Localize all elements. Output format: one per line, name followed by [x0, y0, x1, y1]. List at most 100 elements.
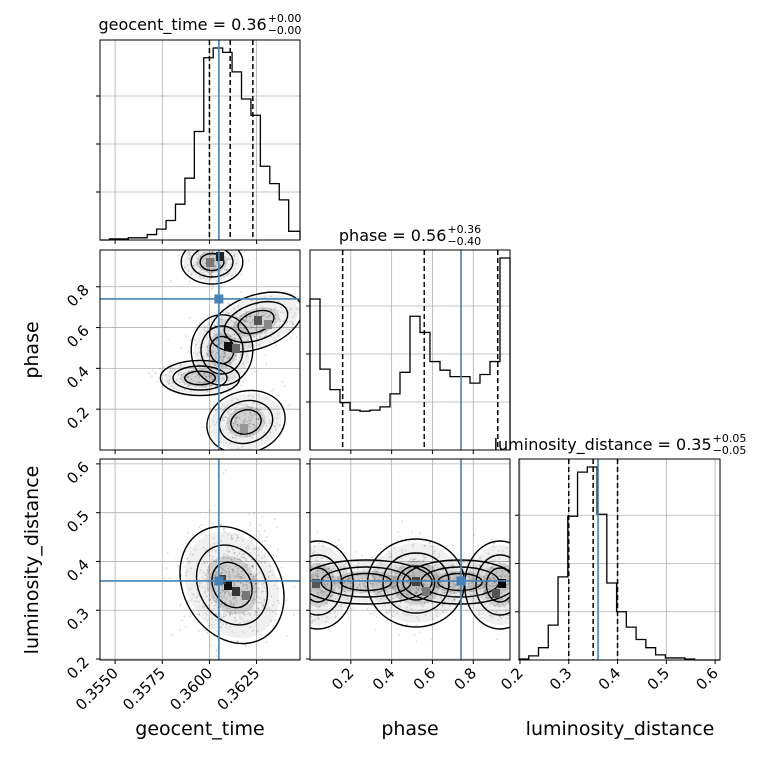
sample-point [224, 601, 227, 603]
sample-point [277, 548, 279, 551]
sample-point [489, 584, 492, 587]
sample-point [201, 604, 204, 607]
sample-point [416, 591, 419, 594]
sample-point [250, 299, 253, 302]
sample-point [232, 333, 234, 336]
sample-point [415, 586, 418, 589]
sample-point [243, 420, 245, 423]
sample-point [250, 406, 253, 409]
sample-point [242, 313, 245, 315]
sample-point [183, 615, 186, 617]
sample-point [220, 339, 223, 342]
sample-point [412, 563, 414, 566]
sample-point [251, 436, 254, 439]
sample-point [233, 551, 236, 554]
sample-point [191, 593, 194, 596]
sample-point [276, 526, 278, 529]
sample-point [251, 564, 254, 567]
sample-point [507, 565, 509, 568]
sample-point [227, 356, 230, 359]
sample-point [197, 613, 199, 616]
sample-point [220, 420, 222, 422]
sample-point [252, 593, 254, 595]
sample-point [237, 304, 239, 307]
sample-point [500, 617, 503, 620]
sample-point [233, 569, 235, 571]
sample-point [324, 601, 327, 604]
sample-point [409, 589, 412, 592]
sample-point [346, 583, 349, 585]
sample-point [225, 268, 228, 271]
sample-point [433, 552, 435, 555]
sample-point [207, 267, 210, 270]
sample-point [203, 258, 206, 261]
sample-point [480, 590, 483, 592]
sample-point [251, 566, 254, 569]
sample-point [248, 418, 251, 421]
sample-point [386, 574, 389, 577]
sample-point [238, 417, 241, 420]
sample-point [220, 337, 223, 339]
sample-point [490, 567, 493, 569]
sample-point [157, 380, 159, 383]
sample-point [213, 600, 215, 602]
density-core [333, 571, 399, 593]
sample-point [498, 606, 501, 609]
sample-point [392, 597, 394, 600]
sample-point [349, 585, 352, 588]
sample-point [371, 583, 373, 585]
sample-point [213, 504, 216, 507]
sample-point [493, 578, 496, 581]
sample-point [253, 336, 256, 338]
sample-point [474, 577, 477, 580]
sample-point [204, 380, 207, 383]
sample-point [501, 570, 504, 572]
sample-point [242, 585, 245, 587]
sample-point [491, 574, 494, 577]
sample-point [275, 555, 278, 558]
sample-point [387, 572, 390, 574]
sample-point [415, 558, 417, 561]
sample-point [205, 376, 207, 379]
sample-point [380, 562, 382, 564]
sample-point [181, 259, 184, 262]
sample-point [246, 564, 248, 566]
sample-point [394, 589, 397, 592]
sample-point [483, 591, 486, 593]
sample-point [201, 586, 204, 588]
sample-point [330, 568, 333, 571]
sample-point [261, 583, 264, 586]
sample-point [247, 564, 250, 566]
sample-point [505, 608, 508, 611]
sample-point [201, 426, 204, 428]
sample-point [225, 626, 228, 629]
sample-point [448, 575, 451, 578]
sample-point [228, 591, 230, 594]
sample-point [241, 403, 244, 406]
sample-point [481, 584, 484, 587]
sample-point [390, 556, 392, 558]
sample-point [274, 339, 277, 341]
sample-point [248, 613, 251, 616]
sample-point [234, 408, 237, 411]
sample-point [204, 325, 206, 328]
sample-point [240, 598, 243, 600]
sample-point [258, 530, 260, 533]
sample-point [488, 584, 490, 587]
sample-point [227, 312, 230, 315]
sample-point [215, 571, 218, 574]
sample-point [374, 610, 376, 613]
sample-point [490, 614, 493, 617]
sample-point [206, 355, 209, 358]
sample-point [452, 581, 455, 584]
sample-point [325, 620, 327, 623]
sample-point [269, 570, 272, 573]
sample-point [244, 567, 247, 569]
sample-point [208, 400, 211, 403]
sample-point [221, 616, 224, 619]
sample-point [289, 307, 292, 309]
sample-point [316, 605, 318, 608]
sample-point [245, 320, 248, 323]
sample-point [476, 613, 478, 616]
sample-point [341, 547, 344, 550]
